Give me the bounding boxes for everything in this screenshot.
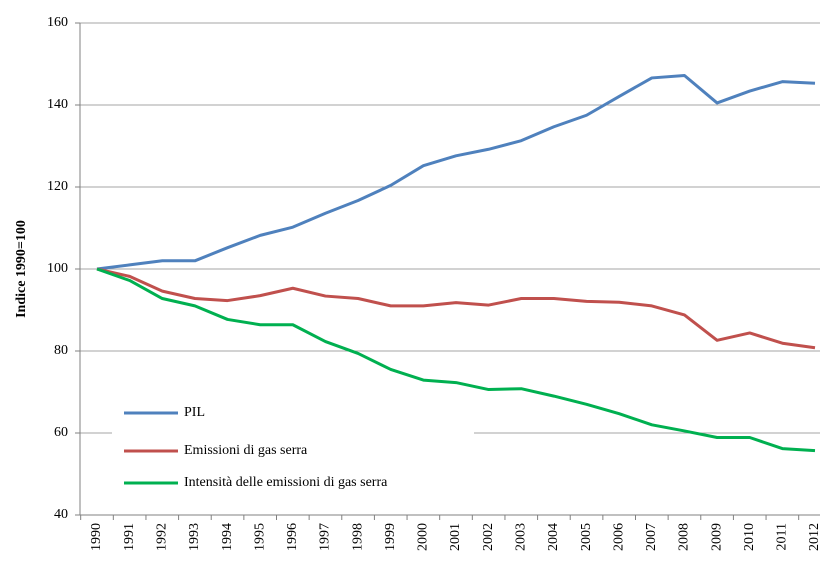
x-tick-label: 1997 (318, 523, 333, 551)
x-tick-label: 2007 (644, 523, 659, 551)
x-tick-label: 2008 (677, 523, 692, 551)
y-tick-label: 80 (54, 343, 68, 358)
y-tick-label: 140 (47, 97, 68, 112)
x-tick-label: 1998 (350, 523, 365, 551)
series-line (96, 267, 816, 453)
y-tick-label: 100 (47, 261, 68, 276)
x-tick-label: 1992 (154, 523, 169, 551)
x-tick-label: 2009 (709, 523, 724, 551)
legend-label: PIL (184, 405, 205, 420)
series-line (96, 267, 816, 350)
y-tick-label: 120 (47, 179, 68, 194)
x-tick-label: 2003 (513, 523, 528, 551)
y-tick-label: 160 (47, 15, 68, 30)
x-tick-label: 1993 (187, 523, 202, 551)
x-tick-label: 2001 (448, 523, 463, 551)
x-tick-label: 2006 (611, 523, 626, 551)
legend-label: Intensità delle emissioni di gas serra (184, 475, 388, 490)
x-tick-label: 2011 (775, 523, 790, 550)
x-tick-label: 2000 (416, 523, 431, 551)
x-tick-label: 1994 (220, 523, 235, 551)
x-tick-label: 1999 (383, 523, 398, 551)
x-tick-label: 2005 (579, 523, 594, 551)
series-line (96, 73, 816, 271)
x-tick-label: 2010 (742, 523, 757, 551)
legend-label: Emissioni di gas serra (184, 443, 308, 458)
x-tick-label: 1995 (252, 523, 267, 551)
y-tick-label: 40 (54, 507, 68, 522)
y-tick-label: 60 (54, 425, 68, 440)
x-tick-label: 2004 (546, 523, 561, 551)
x-tick-label: 2002 (481, 523, 496, 551)
x-tick-label: 2012 (807, 523, 822, 551)
x-tick-label: 1991 (122, 523, 137, 551)
x-tick-label: 1990 (89, 523, 104, 551)
y-axis-label: Indice 1990=100 (14, 220, 29, 318)
x-tick-label: 1996 (285, 523, 300, 551)
